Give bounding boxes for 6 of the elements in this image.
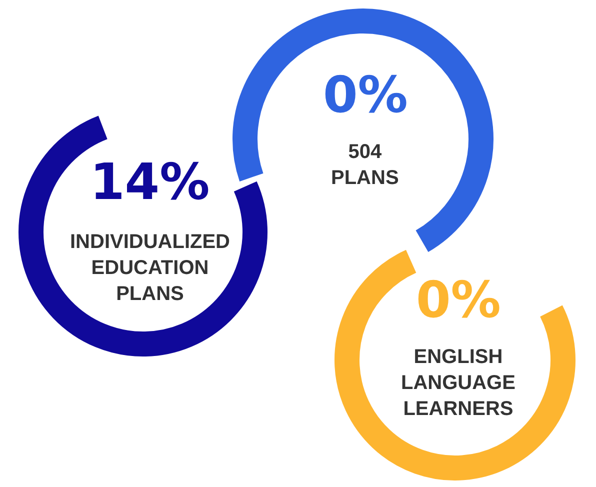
data-label: 0% bbox=[323, 66, 408, 124]
category-label: INDIVIDUALIZED EDUCATION PLANS bbox=[70, 231, 230, 305]
category-label: ENGLISH LANGUAGE LEARNERS bbox=[401, 346, 516, 420]
data-label: 0% bbox=[416, 271, 501, 329]
data-label: 14% bbox=[90, 153, 210, 211]
category-label: 504 PLANS bbox=[331, 141, 399, 189]
